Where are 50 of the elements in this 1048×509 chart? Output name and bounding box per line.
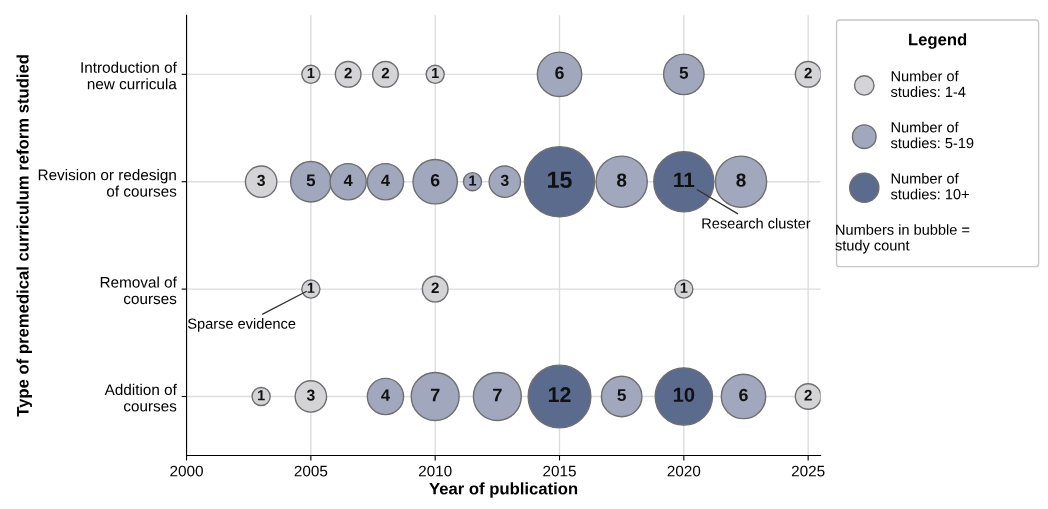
data-label: 8 [617,173,627,187]
data-label: 2 [431,282,439,294]
data-label: 6 [430,173,440,187]
data-label: 2 [344,67,352,79]
data-label: 3 [257,174,265,186]
data-label: 1 [680,282,688,293]
data-label: 4 [343,174,353,186]
x-axis-title: Year of publication [429,482,578,498]
annotation: Sparse evidence [187,318,296,332]
data-label: 1 [307,282,315,293]
data-label: 15 [548,171,572,188]
x-tick-label: 2020 [667,465,701,477]
data-label: 12 [548,387,571,403]
text: Numbers in bubble = study count [835,224,970,254]
x-tick-label: 2010 [418,465,452,477]
y-tick-label: Revision or redesign of courses [38,169,177,197]
x-tick-label: 2000 [170,465,203,477]
annotation: Research cluster [702,217,811,229]
legend-label: Number of studies: 1-4 [890,70,966,98]
data-label: 8 [736,173,746,187]
data-label: 3 [306,389,315,401]
y-tick-label: Addition of courses [104,383,177,412]
legend-title: Legend [909,33,967,49]
data-label: 2 [381,67,390,79]
data-label: 10 [673,387,695,402]
y-tick-label: Removal of courses [100,276,177,305]
data-label: 4 [381,389,390,401]
data-label: 7 [430,388,440,402]
x-tick-label: 2005 [294,465,328,477]
legend-label: Number of studies: 5-19 [890,121,974,149]
data-label: 5 [617,389,626,402]
data-label: 4 [381,174,390,186]
data-label: 1 [432,68,439,79]
data-label: 3 [500,174,509,186]
data-label: 6 [739,388,748,402]
data-label: 2 [804,389,812,401]
data-label: 7 [493,388,502,402]
data-label: 2 [804,67,812,79]
data-label: 1 [258,390,265,401]
data-label: 5 [306,174,316,187]
x-tick-label: 2015 [543,465,576,477]
data-label: 11 [674,172,695,188]
data-label: 5 [679,67,689,79]
data-label: 6 [555,66,564,80]
data-label: 1 [307,68,315,79]
y-tick-label: Introduction of new curricula [81,61,177,90]
x-tick-label: 2025 [791,465,825,477]
data-label: 1 [469,175,477,186]
legend-label: Number of studies: 10+ [890,172,969,200]
y-axis-title: Type of premedical curriculum reform studied [16,55,33,417]
